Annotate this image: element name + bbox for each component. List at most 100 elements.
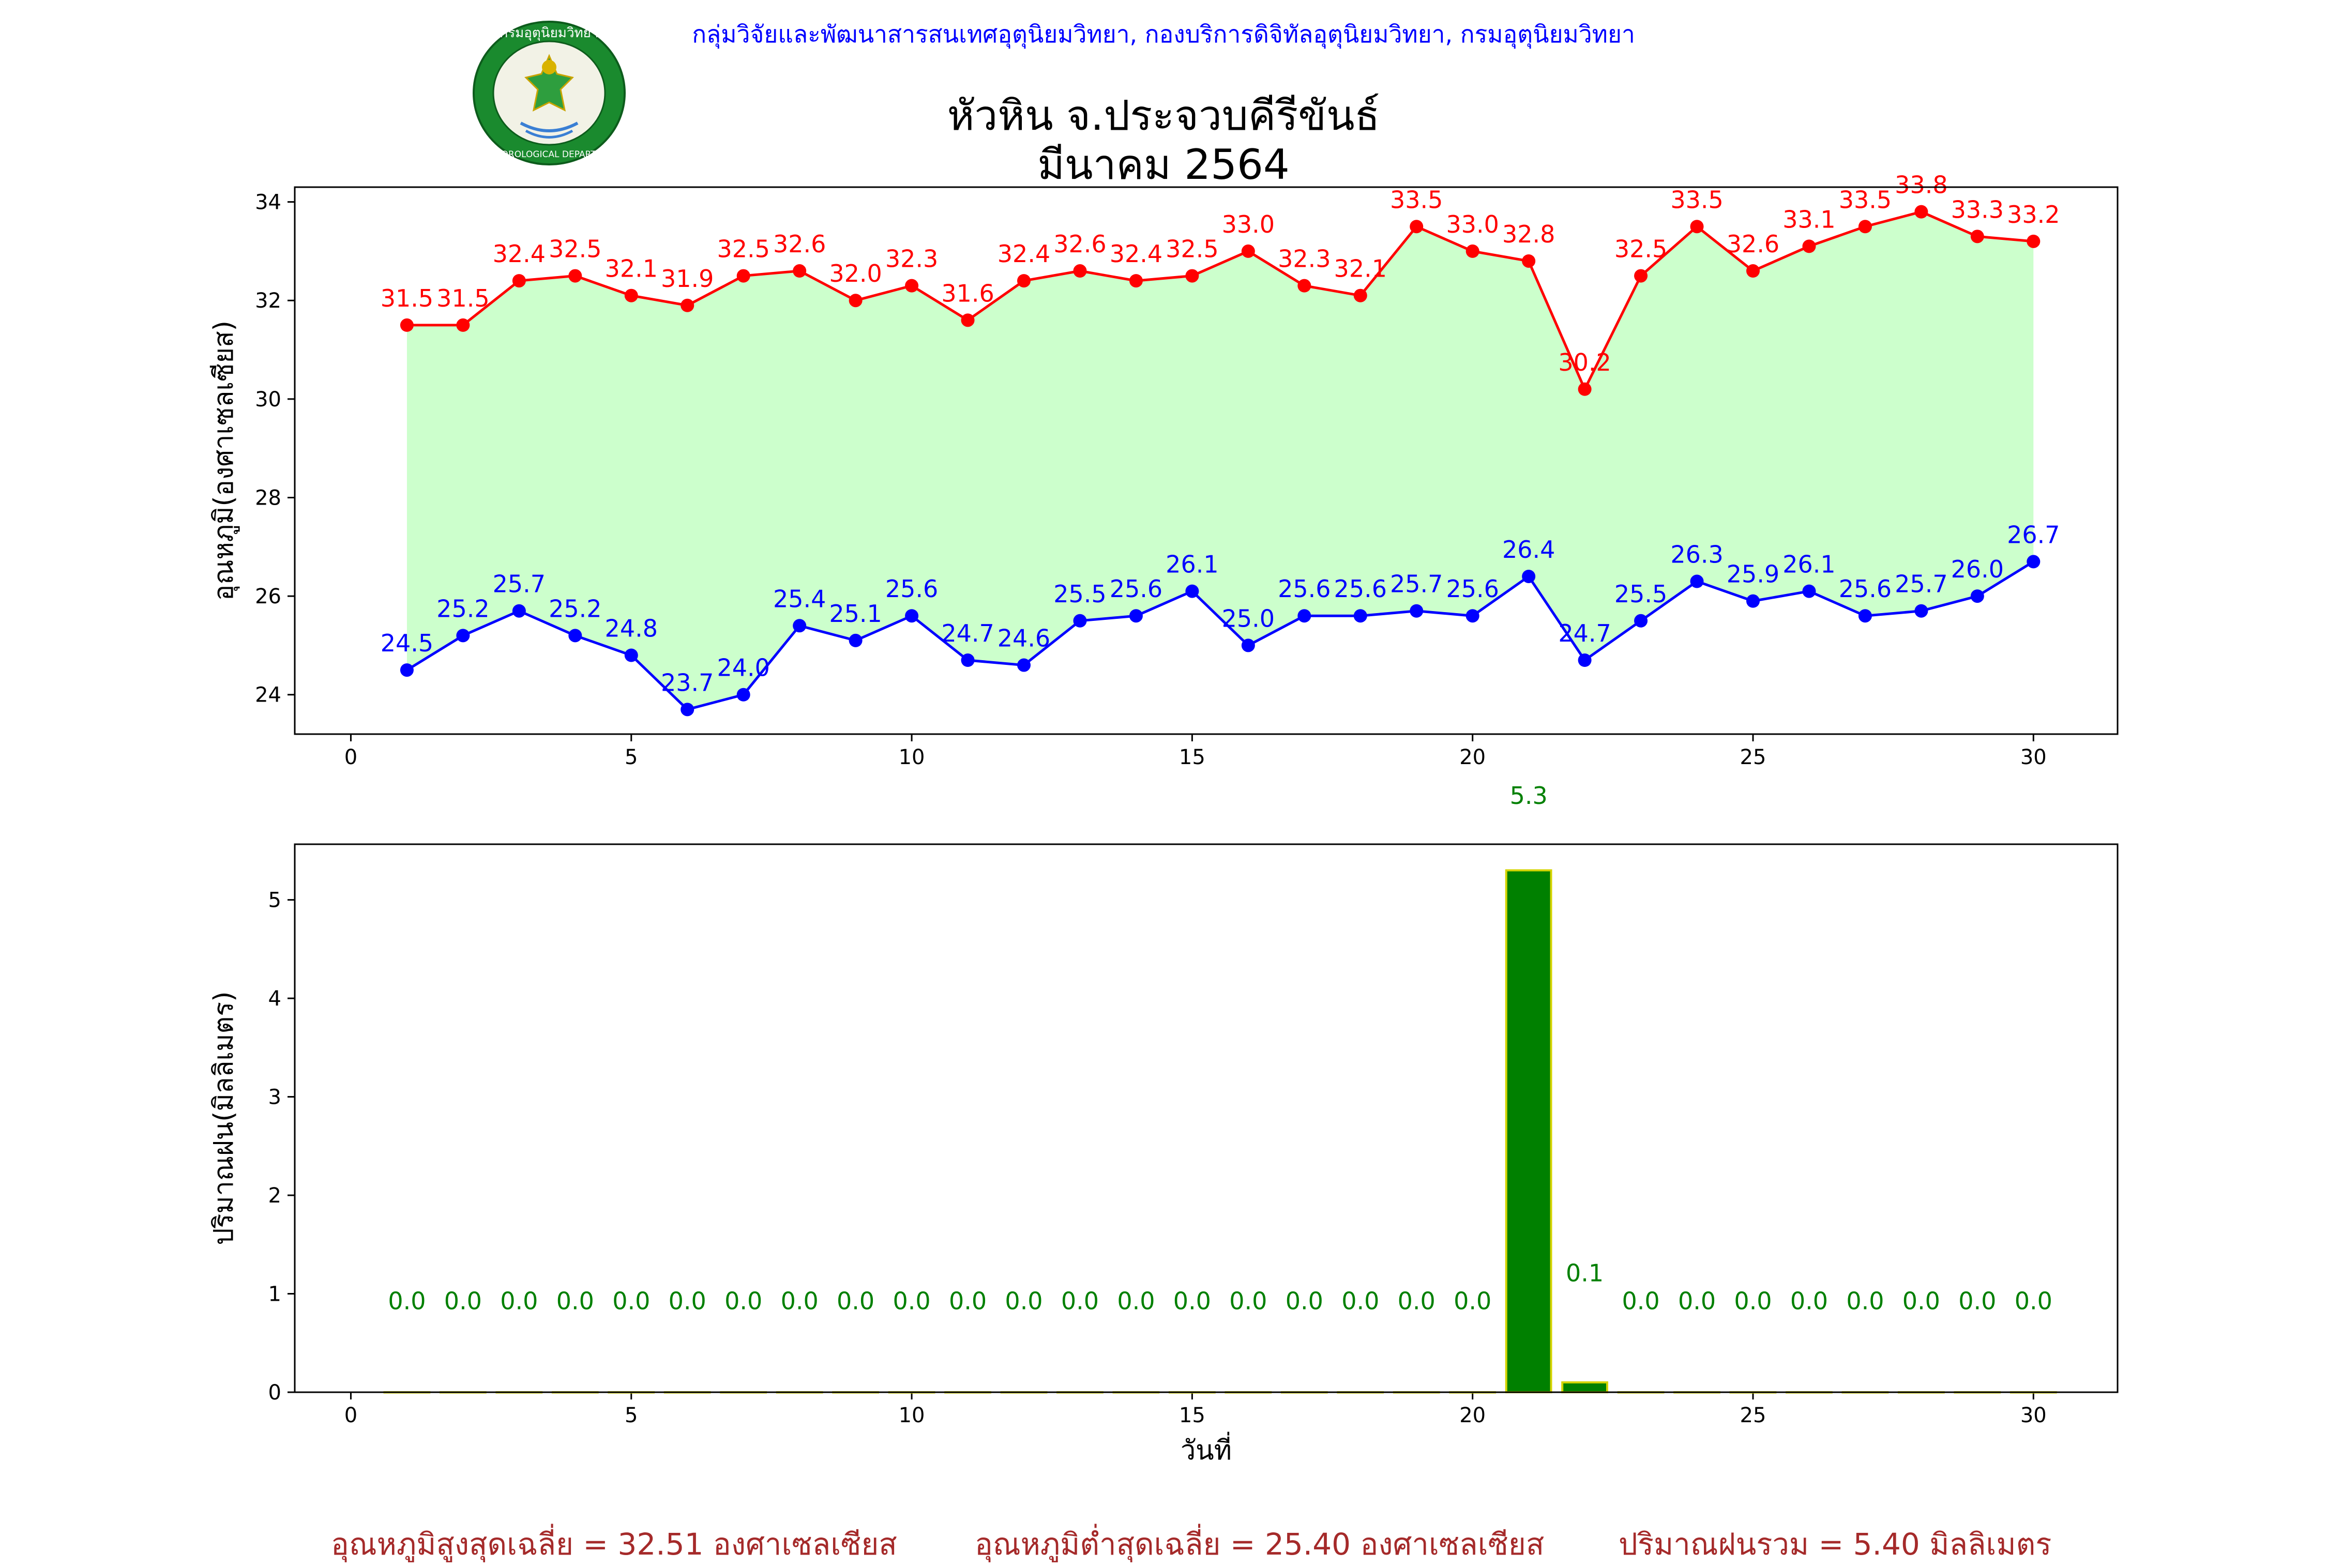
- max-temp-label: 33.1: [1782, 205, 1835, 233]
- rain-value-label: 0.0: [837, 1287, 874, 1315]
- rain-value-label: 0.0: [1341, 1287, 1379, 1315]
- temp-xtick-label: 0: [344, 745, 357, 769]
- min-temp-label: 26.0: [1951, 555, 2004, 583]
- max-temp-line: [406, 210, 2034, 392]
- min-temp-label: 25.2: [549, 595, 601, 622]
- rain-value-label: 0.0: [1061, 1287, 1099, 1315]
- rain-value-label: 0.0: [2015, 1287, 2052, 1315]
- min-temp-label: 26.3: [1670, 541, 1723, 569]
- min-temp-label: 25.6: [1839, 575, 1892, 603]
- min-temp-point: [1634, 614, 1648, 628]
- rain-value-label: 0.0: [1622, 1287, 1659, 1315]
- max-temp-point: [568, 269, 582, 283]
- max-temp-label: 32.1: [605, 255, 658, 283]
- min-temp-point: [1522, 569, 1536, 583]
- rain-value-label: 0.0: [388, 1287, 426, 1315]
- max-temp-point: [1353, 288, 1367, 302]
- min-temp-point: [1017, 658, 1031, 672]
- svg-text:METEOROLOGICAL DEPARTMENT: METEOROLOGICAL DEPARTMENT: [477, 149, 622, 160]
- min-temp-label: 24.5: [381, 629, 433, 657]
- min-temp-point: [1914, 604, 1928, 618]
- min-temp-label: 25.6: [1334, 575, 1387, 603]
- max-temp-point: [849, 294, 863, 308]
- rain-xtick-label: 5: [625, 1404, 638, 1427]
- min-temp-label: 25.6: [1446, 575, 1499, 603]
- max-temp-label: 32.4: [1110, 240, 1162, 268]
- min-temp-point: [1858, 609, 1872, 623]
- rain-ytick-label: 5: [268, 889, 281, 912]
- temp-ytick-label: 24: [255, 683, 281, 707]
- max-temp-label: 32.0: [829, 260, 882, 287]
- max-temp-label: 33.0: [1446, 210, 1499, 238]
- min-temp-point: [512, 604, 526, 618]
- min-temp-label: 25.7: [493, 570, 546, 598]
- rain-value-label: 0.0: [1734, 1287, 1772, 1315]
- rain-ytick-label: 3: [268, 1086, 281, 1109]
- temp-xtick-label: 30: [2020, 745, 2047, 769]
- rain-ytick-label: 1: [268, 1283, 281, 1306]
- max-temp-point: [512, 274, 526, 288]
- max-temp-point: [1129, 274, 1143, 288]
- max-temp-point: [1802, 239, 1816, 253]
- temp-xtick-label: 25: [1740, 745, 1766, 769]
- rain-value-label: 0.0: [1398, 1287, 1436, 1315]
- rain-xtick-label: 20: [1459, 1404, 1486, 1427]
- min-temp-point: [400, 663, 414, 677]
- min-temp-point: [1578, 653, 1592, 667]
- max-temp-point: [736, 269, 750, 283]
- max-temp-point: [1690, 220, 1704, 234]
- rain-value-label: 0.0: [500, 1287, 538, 1315]
- min-temp-point: [1129, 609, 1143, 623]
- max-temp-point: [1410, 220, 1424, 234]
- meteorological-department-logo: กรมอุตุนิยมวิทยา METEOROLOGICAL DEPARTME…: [473, 21, 626, 165]
- rain-value-label: 0.0: [781, 1287, 819, 1315]
- max-temp-point: [1017, 274, 1031, 288]
- min-temp-point: [849, 633, 863, 647]
- chart-title-period: มีนาคม 2564: [1037, 141, 1290, 189]
- max-temp-label: 32.1: [1334, 255, 1387, 283]
- max-temp-label: 32.4: [998, 240, 1050, 268]
- rain-value-label: 0.0: [893, 1287, 930, 1315]
- min-temp-point: [1465, 609, 1479, 623]
- max-temp-point: [1073, 264, 1087, 278]
- rain-value-label: 0.0: [556, 1287, 594, 1315]
- min-temp-label: 26.1: [1782, 551, 1835, 579]
- min-temp-point: [961, 653, 975, 667]
- temp-xtick-label: 10: [899, 745, 925, 769]
- svg-text:กรมอุตุนิยมวิทยา: กรมอุตุนิยมวิทยา: [500, 25, 598, 41]
- min-temp-label: 23.7: [661, 668, 714, 696]
- max-temp-point: [1465, 244, 1479, 258]
- min-temp-point: [2027, 555, 2041, 569]
- max-temp-point: [1241, 244, 1255, 258]
- min-temp-label: 25.6: [1278, 575, 1331, 603]
- min-temp-label: 25.7: [1390, 570, 1443, 598]
- max-temp-point: [1970, 230, 1984, 243]
- rain-xtick-label: 30: [2020, 1404, 2047, 1427]
- min-temp-point: [1802, 584, 1816, 598]
- temp-plot-frame: [294, 186, 2119, 735]
- min-temp-point: [905, 609, 919, 623]
- temp-ytick-label: 32: [255, 289, 281, 313]
- min-temp-label: 24.7: [1558, 619, 1611, 647]
- min-temp-point: [624, 648, 638, 662]
- max-temp-label: 32.6: [773, 230, 826, 258]
- min-temp-label: 26.7: [2007, 521, 2060, 549]
- max-temp-point: [400, 318, 414, 332]
- temp-xtick-label: 15: [1179, 745, 1205, 769]
- min-temp-label: 25.5: [1053, 580, 1106, 608]
- min-temp-label: 24.0: [717, 654, 769, 682]
- min-temp-point: [456, 629, 470, 643]
- min-temp-point: [1970, 589, 1984, 603]
- max-temp-label: 33.3: [1951, 195, 2004, 223]
- min-temp-label: 25.4: [773, 585, 826, 613]
- min-temp-label: 25.6: [1110, 575, 1162, 603]
- max-temp-point: [1578, 382, 1592, 396]
- rain-value-label: 0.0: [1286, 1287, 1323, 1315]
- min-temp-label: 25.6: [885, 575, 938, 603]
- min-temp-point: [1241, 638, 1255, 652]
- min-temp-label: 26.4: [1502, 536, 1555, 564]
- rain-ylabel: ปริมาณฝน(มิลลิเมตร): [208, 991, 239, 1245]
- max-temp-label: 32.4: [493, 240, 546, 268]
- summary-avg-max-temp: อุณหภูมิสูงสุดเฉลี่ย = 32.51 องศาเซลเซีย…: [331, 1527, 897, 1562]
